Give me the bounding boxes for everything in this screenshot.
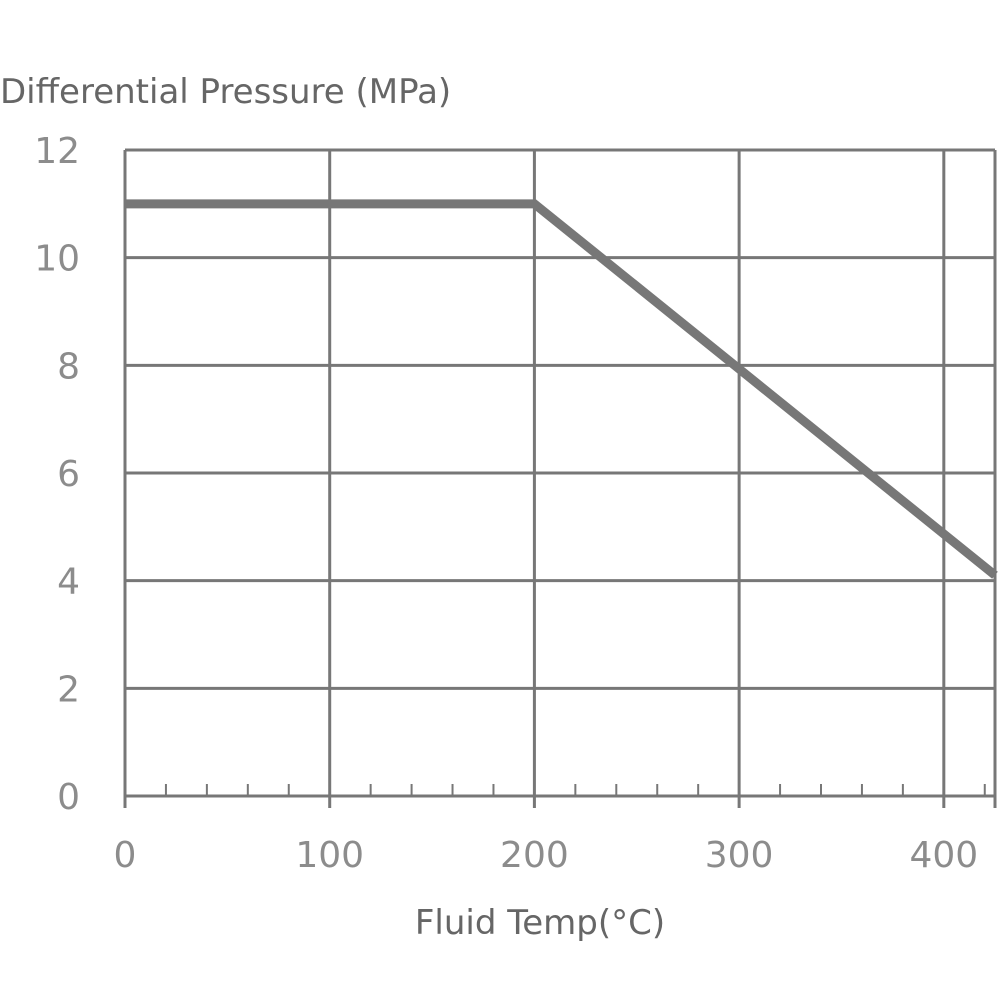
y-tick-label-2: 2 — [57, 669, 80, 710]
x-tick-label-400: 400 — [909, 835, 978, 876]
grid — [123, 148, 997, 808]
x-axis-title: Fluid Temp(°C) — [415, 903, 665, 943]
x-tick-label-0: 0 — [114, 835, 137, 876]
y-tick-label-8: 8 — [57, 346, 80, 387]
y-tick-labels: 0 2 4 6 8 10 12 — [34, 131, 80, 818]
y-axis-title: Differential Pressure (MPa) — [0, 72, 451, 112]
series-group — [125, 199, 998, 579]
x-tick-labels: 0 100 200 300 400 — [114, 835, 979, 876]
x-tick-label-100: 100 — [295, 835, 364, 876]
minor-ticks — [164, 784, 986, 796]
series-line-0 — [125, 199, 998, 579]
x-tick-label-300: 300 — [705, 835, 774, 876]
y-tick-label-10: 10 — [34, 239, 80, 280]
y-tick-label-12: 12 — [34, 131, 80, 172]
y-tick-label-0: 0 — [57, 777, 80, 818]
y-tick-label-4: 4 — [57, 562, 80, 603]
y-tick-label-6: 6 — [57, 454, 80, 495]
x-tick-label-200: 200 — [500, 835, 569, 876]
